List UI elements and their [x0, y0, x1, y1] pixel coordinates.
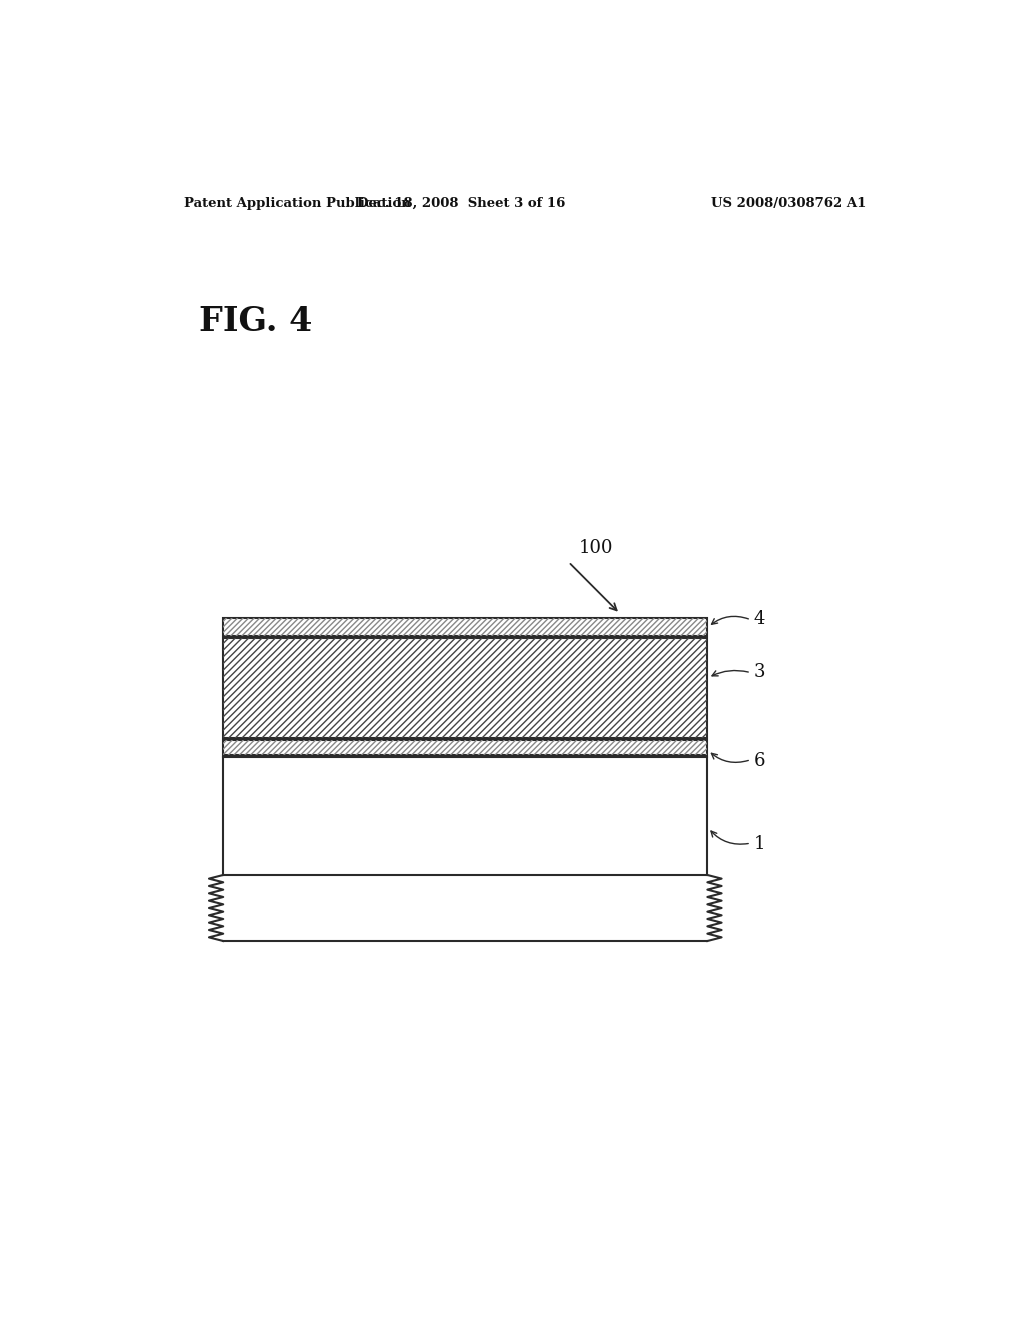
Bar: [223, 758, 708, 875]
Text: 6: 6: [754, 751, 765, 770]
Text: Dec. 18, 2008  Sheet 3 of 16: Dec. 18, 2008 Sheet 3 of 16: [357, 197, 565, 210]
Bar: [223, 739, 708, 755]
Text: Patent Application Publication: Patent Application Publication: [183, 197, 411, 210]
Text: 4: 4: [754, 610, 765, 628]
Text: 100: 100: [579, 539, 613, 557]
Bar: [223, 638, 708, 738]
Text: 3: 3: [754, 663, 765, 681]
Text: FIG. 4: FIG. 4: [200, 305, 312, 338]
Bar: [223, 618, 708, 636]
Bar: [223, 739, 708, 755]
Bar: [223, 618, 708, 636]
Text: 1: 1: [754, 836, 765, 853]
Text: US 2008/0308762 A1: US 2008/0308762 A1: [711, 197, 866, 210]
Bar: [223, 638, 708, 738]
